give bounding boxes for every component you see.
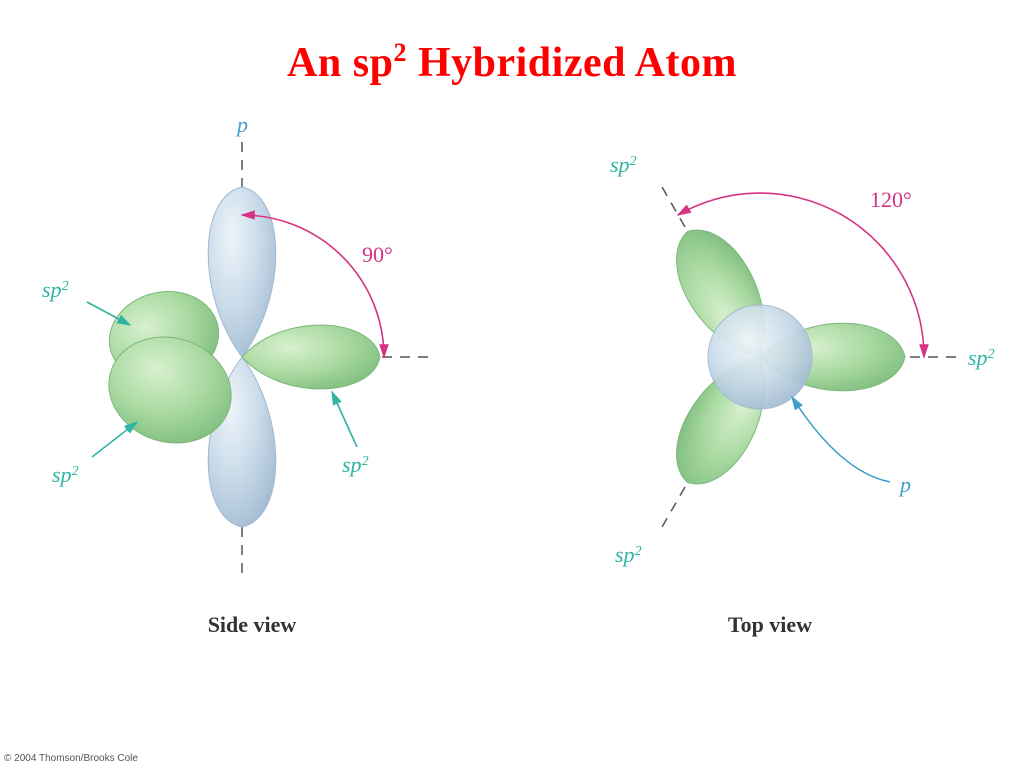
top-view-svg: 120° sp2 sp2 sp2 p <box>530 87 1010 607</box>
copyright-text: © 2004 Thomson/Brooks Cole <box>4 753 138 764</box>
sp2-arrow-3 <box>332 392 357 447</box>
title-suffix: Hybridized Atom <box>407 40 737 86</box>
sp2-label-top-2: sp2 <box>968 345 995 370</box>
sp2-label-top-1: sp2 <box>610 152 637 177</box>
p-label-side: p <box>235 112 248 137</box>
p-lobe-out-of-page <box>708 305 812 409</box>
title-sup: 2 <box>393 38 407 67</box>
side-view-caption: Side view <box>12 612 492 638</box>
side-view-panel: 90° p sp2 sp2 sp2 Side view <box>12 87 492 638</box>
title-prefix: An sp <box>287 40 393 86</box>
p-label-top: p <box>898 472 911 497</box>
top-view-panel: 120° sp2 sp2 sp2 p Top view <box>530 87 1010 638</box>
sp2-label-side-3: sp2 <box>342 452 369 477</box>
sp2-label-side-1: sp2 <box>42 277 69 302</box>
diagram-stage: 90° p sp2 sp2 sp2 Side view <box>0 87 1024 707</box>
p-arrow-top <box>792 397 890 482</box>
angle-label-90: 90° <box>362 242 393 267</box>
angle-label-120: 120° <box>870 187 912 212</box>
top-view-caption: Top view <box>530 612 1010 638</box>
page-title: An sp2 Hybridized Atom <box>0 38 1024 87</box>
side-view-svg: 90° p sp2 sp2 sp2 <box>12 87 492 607</box>
sp2-label-top-3: sp2 <box>615 542 642 567</box>
sp2-lobe-right <box>242 325 380 389</box>
sp2-label-side-2: sp2 <box>52 462 79 487</box>
sp2-arrow-2 <box>92 422 137 457</box>
